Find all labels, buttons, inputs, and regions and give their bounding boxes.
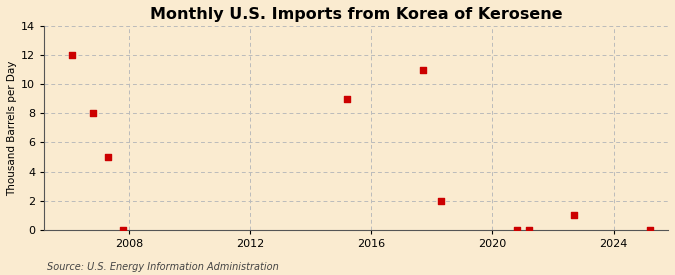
Point: [417, 67, 428, 72]
Point: [569, 213, 580, 218]
Point: [523, 228, 534, 232]
Point: [342, 97, 352, 101]
Point: [87, 111, 98, 116]
Point: [435, 199, 446, 203]
Title: Monthly U.S. Imports from Korea of Kerosene: Monthly U.S. Imports from Korea of Keros…: [150, 7, 562, 22]
Point: [117, 228, 128, 232]
Point: [66, 53, 77, 57]
Text: Source: U.S. Energy Information Administration: Source: U.S. Energy Information Administ…: [47, 262, 279, 272]
Point: [645, 228, 655, 232]
Point: [511, 228, 522, 232]
Y-axis label: Thousand Barrels per Day: Thousand Barrels per Day: [7, 60, 17, 196]
Point: [103, 155, 113, 159]
